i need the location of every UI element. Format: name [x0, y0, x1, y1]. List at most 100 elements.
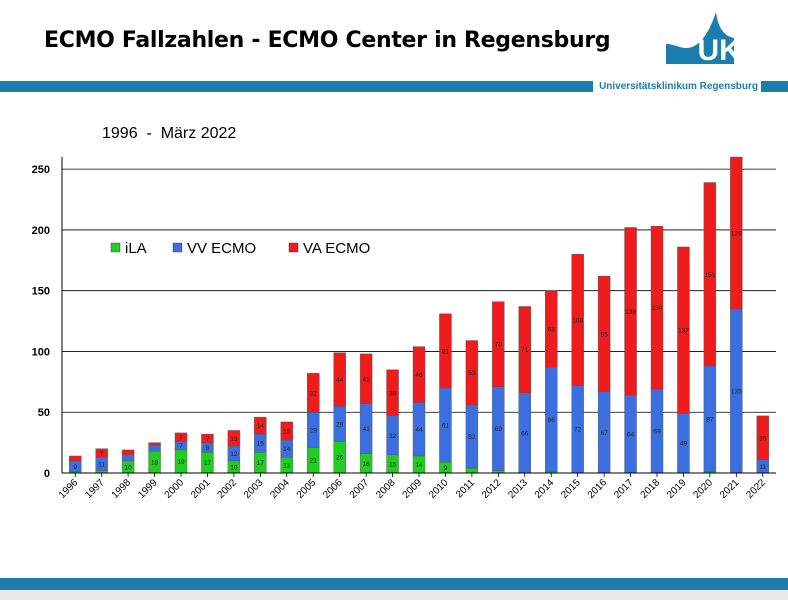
- data-label: 29: [310, 427, 318, 434]
- data-label: 49: [680, 441, 688, 448]
- bar-segment: [492, 301, 505, 387]
- bar-segment: [201, 433, 214, 443]
- data-label: 46: [415, 372, 423, 379]
- data-label: 11: [759, 464, 766, 471]
- data-label: 17: [204, 460, 212, 467]
- data-label: 36: [759, 435, 767, 442]
- bar-segment: [465, 467, 479, 474]
- data-label: 10: [230, 464, 238, 471]
- legend-swatch: [110, 242, 121, 253]
- data-label: 8: [206, 445, 210, 452]
- x-tick-label: 2002: [215, 477, 239, 501]
- bar-segment: [571, 254, 584, 386]
- data-label: 11: [98, 461, 105, 468]
- data-label: 16: [362, 461, 370, 468]
- data-label: 15: [283, 429, 291, 436]
- bar-segment: [148, 444, 161, 452]
- bar-segment: [677, 246, 690, 414]
- x-tick-label: 2016: [586, 477, 610, 501]
- data-label: 7: [206, 436, 210, 443]
- x-tick-label: 2004: [268, 477, 292, 501]
- y-tick-label: 0: [44, 468, 50, 480]
- bar-segment: [439, 313, 452, 389]
- bar-segment: [280, 421, 293, 441]
- x-tick-label: 1997: [83, 477, 107, 501]
- data-label: 12: [230, 451, 238, 458]
- x-tick-label: 2001: [189, 477, 213, 501]
- data-label: 41: [362, 426, 370, 433]
- x-tick-label: 2008: [374, 477, 398, 501]
- bar-segment: [121, 454, 135, 462]
- data-label: 151: [704, 272, 715, 279]
- bar-segment: [121, 449, 135, 455]
- data-label: 95: [600, 331, 608, 338]
- x-tick-label: 2007: [348, 477, 372, 501]
- bar-segment: [174, 432, 188, 442]
- legend-swatch: [288, 242, 299, 253]
- data-label: 32: [310, 390, 318, 397]
- x-tick-label: 2003: [242, 477, 266, 501]
- legend-label: VV ECMO: [187, 240, 256, 257]
- data-label: 10: [124, 464, 132, 471]
- organization-label: Universitätsklinikum Regensburg: [593, 80, 761, 93]
- period-label: 1996 - März 2022: [102, 125, 237, 142]
- data-label: 26: [336, 455, 344, 462]
- data-label: 69: [495, 426, 503, 433]
- x-tick-label: 2010: [427, 477, 451, 501]
- bar-segment: [69, 455, 82, 462]
- data-label: 64: [627, 432, 635, 439]
- data-label: 41: [362, 376, 370, 383]
- x-tick-label: 2021: [718, 477, 742, 501]
- data-label: 19: [177, 459, 185, 466]
- data-label: 32: [389, 433, 397, 440]
- bar-segment: [703, 182, 717, 367]
- x-tick-label: 2000: [163, 477, 187, 501]
- bar-segment: [412, 346, 426, 403]
- data-label: 61: [442, 422, 450, 429]
- x-tick-label: 2015: [559, 477, 583, 501]
- data-label: 14: [283, 446, 291, 453]
- data-label: 134: [652, 305, 663, 312]
- data-label: 44: [336, 377, 344, 384]
- footer-bar: [0, 578, 788, 590]
- legend: iLA VV ECMO VA ECMO: [110, 240, 370, 257]
- y-tick-label: 50: [38, 407, 50, 419]
- page-title: ECMO Fallzahlen - ECMO Center in Regensb…: [44, 28, 611, 53]
- data-label: 86: [548, 417, 556, 424]
- data-label: 7: [179, 435, 183, 442]
- data-label: 13: [230, 436, 238, 443]
- data-label: 18: [151, 460, 159, 467]
- x-tick-label: 2022: [744, 477, 768, 501]
- bar-segment: [624, 227, 637, 396]
- data-label: 129: [731, 230, 742, 237]
- bar-segment: [518, 306, 531, 393]
- data-label: 137: [678, 328, 689, 335]
- x-tick-label: 1998: [110, 477, 134, 501]
- footer-strip: [0, 590, 788, 600]
- bar-segment: [597, 275, 611, 392]
- ukr-logo: UKR: [666, 12, 763, 66]
- data-label: 7: [179, 443, 183, 450]
- header-bar: [0, 81, 788, 92]
- bar-segment: [465, 340, 479, 406]
- data-label: 67: [600, 430, 608, 437]
- data-label: 70: [495, 342, 503, 349]
- data-label: 13: [283, 463, 291, 470]
- x-tick-label: 2014: [533, 477, 557, 501]
- x-tick-label: 2009: [401, 477, 425, 501]
- bar-segment: [95, 448, 108, 458]
- y-tick-label: 200: [32, 225, 50, 237]
- x-tick-label: 2012: [480, 477, 504, 501]
- data-label: 135: [731, 388, 742, 395]
- data-label: 38: [389, 390, 397, 397]
- data-label: 29: [336, 421, 344, 428]
- data-label: 15: [257, 441, 265, 448]
- data-label: 15: [389, 461, 397, 468]
- data-label: 14: [257, 423, 265, 430]
- data-label: 53: [468, 370, 476, 377]
- data-label: 71: [521, 347, 529, 354]
- data-label: 72: [574, 427, 582, 434]
- bar-segment: [386, 369, 399, 417]
- y-tick-label: 150: [32, 286, 50, 298]
